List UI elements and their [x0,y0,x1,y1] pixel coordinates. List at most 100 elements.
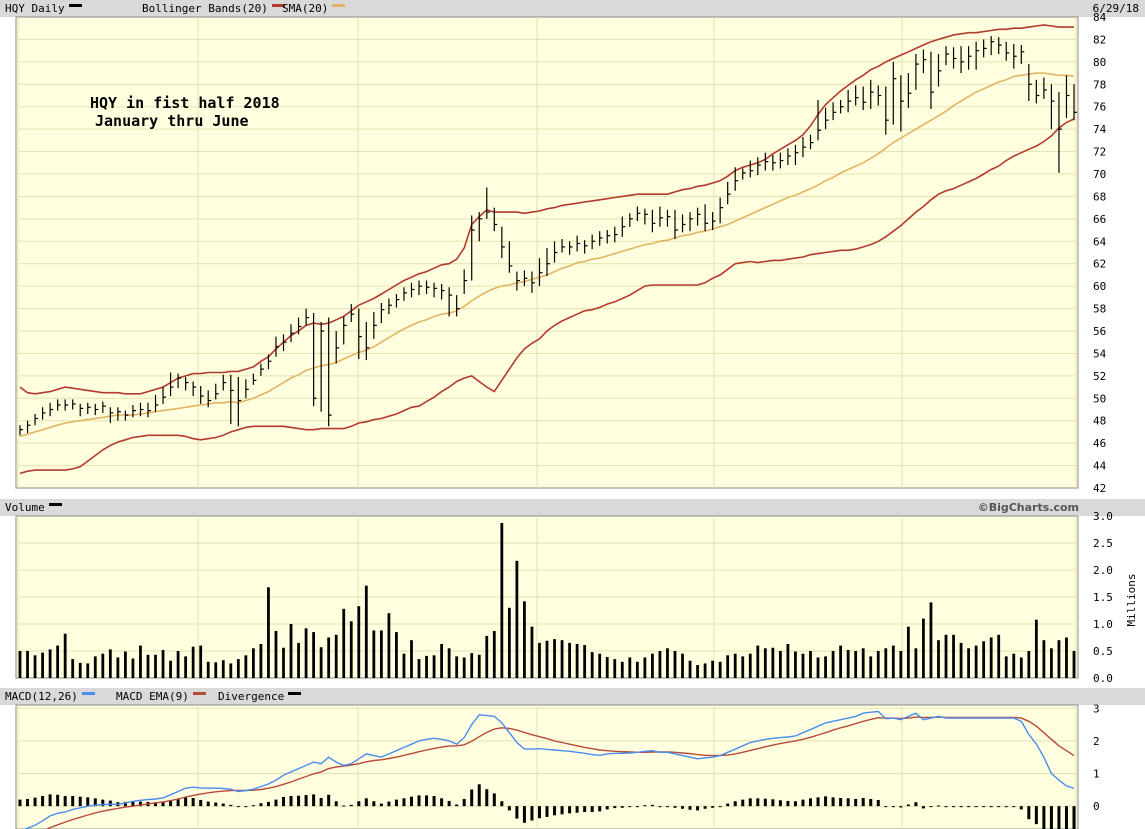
divergence-bar [48,794,52,807]
price-tick-label: 58 [1093,303,1106,316]
volume-bar [312,632,316,678]
volume-bar [417,659,421,678]
volume-bar [267,587,270,678]
divergence-bar [959,806,963,808]
divergence-bar [274,799,278,807]
volume-bar [507,607,511,678]
divergence-bar [816,797,820,807]
divergence-bar [846,798,850,807]
divergence-bar [289,796,293,807]
volume-bar [169,660,172,678]
volume-bar [771,647,775,678]
divergence-bar [936,805,940,807]
price-header: HQY Daily Bollinger Bands(20) SMA(20) 6/… [0,0,1145,17]
divergence-bar [63,796,67,807]
divergence-bar [71,796,75,807]
volume-bar [274,631,278,678]
divergence-bar [522,806,526,823]
volume-bar [590,652,594,678]
volume-bar [748,653,752,678]
volume-bar [161,649,165,678]
volume-bar [206,661,210,678]
divergence-bar [342,805,346,807]
volume-bar [48,649,52,678]
price-tick-label: 64 [1093,235,1107,248]
divergence-bar [387,801,391,807]
volume-bar [1034,619,1038,678]
volume-bar [628,657,632,678]
divergence-bar [613,806,617,809]
bigcharts-brand[interactable]: ©BigCharts.com [977,501,1079,514]
divergence-bar [530,806,534,821]
price-tick-label: 76 [1093,101,1106,114]
volume-bar [1050,648,1053,678]
volume-bar [297,642,300,678]
divergence-bar [154,802,158,807]
volume-bar [63,633,67,678]
price-tick-label: 48 [1093,415,1106,428]
volume-bar [568,642,571,678]
divergence-bar [266,801,270,807]
divergence-bar [101,799,105,807]
divergence-bar [643,805,647,807]
volume-bar [959,642,963,678]
divergence-bar [1042,806,1046,829]
volume-bar [56,645,60,678]
volume-bar [236,659,240,678]
volume-bar [997,634,1001,678]
volume-bar [146,654,150,678]
macd-ema-legend: MACD EMA(9) [116,690,206,703]
volume-bar [304,628,308,678]
volume-bar [989,637,993,678]
volume-bar [914,648,918,678]
volume-bar [801,653,805,678]
divergence-bar [379,803,383,807]
divergence-bar [650,804,654,807]
volume-bar [71,659,75,678]
volume-bar [891,645,895,678]
divergence-bar [26,798,30,807]
bollinger-legend: Bollinger Bands(20) [142,2,285,15]
divergence-bar [583,806,587,813]
volume-header: Volume ©BigCharts.com [0,499,1145,516]
volume-bar [379,630,383,678]
volume-bar [282,647,285,678]
volume-bar [349,621,353,678]
divergence-bar [364,798,368,807]
divergence-bar [1019,806,1023,810]
divergence-bar [425,795,429,807]
divergence-bar [929,806,933,808]
volume-panel: 3.0 2.5 2.0 1.5 1.0 0.5 0.0 Millions [15,510,1138,685]
divergence-bar [839,798,843,807]
divergence-bar [161,802,165,807]
price-tick-label: 52 [1093,370,1106,383]
volume-bar [470,653,474,678]
price-tick-label: 46 [1093,437,1106,450]
volume-bar [839,645,843,678]
volume-bar [191,646,195,678]
divergence-bar [515,806,519,819]
divergence-bar [1057,806,1061,829]
volume-legend-swatch [48,503,62,506]
annotation-line-2: January thru June [95,112,249,130]
volume-bar [78,662,82,678]
divergence-bar [733,801,737,807]
divergence-bar [1049,806,1053,829]
divergence-bar [989,806,993,808]
divergence-bar [244,806,248,808]
price-tick-label: 74 [1093,123,1107,136]
volume-tick-label: 3.0 [1093,510,1113,523]
volume-bar [681,653,684,678]
divergence-bar [206,801,210,807]
divergence-bar [169,800,173,807]
volume-bar [410,640,413,678]
volume-bar [124,651,127,678]
chart-date: 6/29/18 [1092,2,1139,15]
divergence-bar [658,806,662,808]
divergence-bar [417,795,421,807]
volume-bar [718,661,722,678]
volume-bar [184,656,188,678]
volume-bar [666,648,669,678]
divergence-bar [673,806,677,808]
volume-bar [41,652,44,678]
